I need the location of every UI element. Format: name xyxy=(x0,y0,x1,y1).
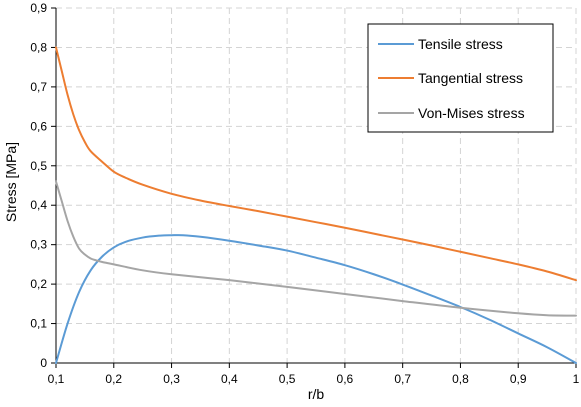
x-tick-label: 0,6 xyxy=(337,372,354,386)
y-tick-label: 0,8 xyxy=(30,40,47,54)
grid xyxy=(56,7,577,363)
y-tick-label: 0,4 xyxy=(30,198,47,212)
legend-label-tangential: Tangential stress xyxy=(418,70,523,86)
x-tick-label: 0,4 xyxy=(221,372,238,386)
y-tick-label: 0,9 xyxy=(30,1,47,15)
series-line-von-mises xyxy=(55,180,577,317)
x-tick-label: 1 xyxy=(573,372,580,386)
legend-label-tensile: Tensile stress xyxy=(418,36,503,52)
x-tick-label: 0,2 xyxy=(105,372,122,386)
x-tick-label: 0,9 xyxy=(510,372,527,386)
x-tick-label: 0,7 xyxy=(394,372,411,386)
series-lines xyxy=(55,46,577,364)
y-tick-label: 0,5 xyxy=(30,159,47,173)
x-tick-label: 0,8 xyxy=(452,372,469,386)
legend-item-von-mises: Von-Mises stress xyxy=(378,105,525,121)
legend: Tensile stress Tangential stress Von-Mis… xyxy=(367,23,554,133)
y-tick-label: 0,6 xyxy=(30,119,47,133)
x-tick-labels: 0,1 0,2 0,3 0,4 0,5 0,6 0,7 0,8 0,9 1 xyxy=(48,372,580,386)
x-tick-label: 0,5 xyxy=(279,372,296,386)
series-line-tangential xyxy=(55,46,577,282)
y-tick-label: 0,7 xyxy=(30,80,47,94)
legend-label-von-mises: Von-Mises stress xyxy=(418,105,525,121)
legend-item-tangential: Tangential stress xyxy=(378,70,523,86)
x-axis-title: r/b xyxy=(308,386,325,402)
y-tick-labels: 0 0,1 0,2 0,3 0,4 0,5 0,6 0,7 0,8 0,9 xyxy=(30,1,47,370)
series-line-tensile xyxy=(55,234,577,364)
y-tick-label: 0,2 xyxy=(30,277,47,291)
y-tick-label: 0,1 xyxy=(30,317,47,331)
x-tick-label: 0,3 xyxy=(163,372,180,386)
y-tick-label: 0 xyxy=(40,356,47,370)
x-tick-label: 0,1 xyxy=(48,372,65,386)
legend-item-tensile: Tensile stress xyxy=(378,36,503,52)
y-tick-label: 0,3 xyxy=(30,238,47,252)
y-axis-title: Stress [MPa] xyxy=(3,142,19,222)
